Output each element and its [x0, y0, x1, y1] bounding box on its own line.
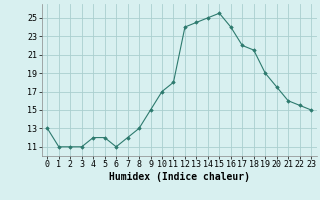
X-axis label: Humidex (Indice chaleur): Humidex (Indice chaleur): [109, 172, 250, 182]
